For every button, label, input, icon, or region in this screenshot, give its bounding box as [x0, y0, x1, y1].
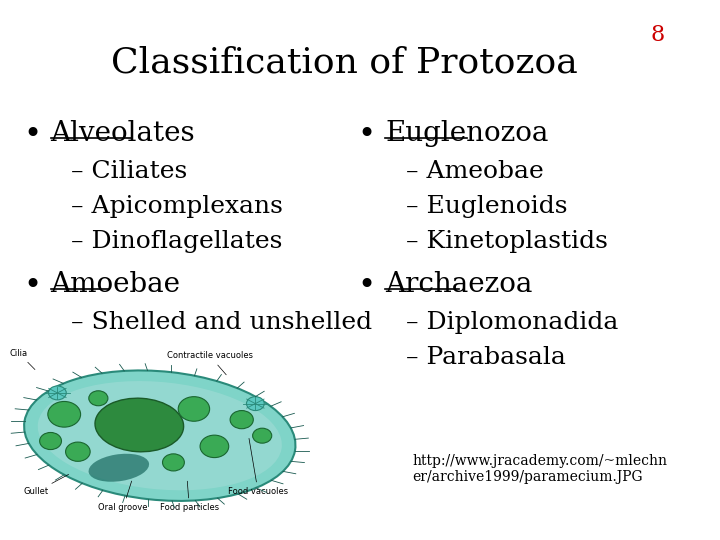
Text: •: •: [358, 120, 376, 151]
Text: http://www.jracademy.com/~mlechn
er/archive1999/paramecium.JPG: http://www.jracademy.com/~mlechn er/arch…: [413, 454, 667, 484]
Text: – Shelled and unshelled: – Shelled and unshelled: [71, 311, 372, 334]
Text: •: •: [23, 271, 41, 302]
Circle shape: [246, 397, 264, 410]
Text: Classification of Protozoa: Classification of Protozoa: [111, 45, 577, 79]
Text: – Apicomplexans: – Apicomplexans: [71, 195, 283, 218]
Text: Gullet: Gullet: [23, 475, 68, 496]
Text: Food particles: Food particles: [160, 481, 219, 512]
Text: •: •: [358, 271, 376, 302]
Text: – Dinoflagellates: – Dinoflagellates: [71, 230, 282, 253]
Text: 8: 8: [651, 24, 665, 46]
Text: Alveolates: Alveolates: [50, 120, 195, 147]
Text: Amoebae: Amoebae: [50, 271, 181, 298]
Circle shape: [89, 391, 108, 406]
Text: – Diplomonadida: – Diplomonadida: [405, 311, 618, 334]
Circle shape: [230, 410, 253, 429]
Circle shape: [163, 454, 184, 471]
Text: Archaezoa: Archaezoa: [385, 271, 532, 298]
Circle shape: [48, 386, 66, 400]
Text: Euglenozoa: Euglenozoa: [385, 120, 549, 147]
Text: Oral groove: Oral groove: [99, 481, 148, 512]
Text: •: •: [23, 120, 41, 151]
Text: Contractile vacuoles: Contractile vacuoles: [166, 351, 253, 375]
Circle shape: [179, 397, 210, 421]
Ellipse shape: [37, 381, 282, 490]
Text: Cilia: Cilia: [9, 348, 35, 369]
Ellipse shape: [89, 454, 149, 482]
Text: – Parabasala: – Parabasala: [405, 346, 565, 369]
Circle shape: [253, 428, 271, 443]
Circle shape: [48, 401, 81, 427]
Ellipse shape: [24, 370, 295, 501]
Circle shape: [66, 442, 90, 461]
Text: Food vacuoles: Food vacuoles: [228, 438, 288, 496]
Text: – Ciliates: – Ciliates: [71, 160, 187, 184]
Text: – Euglenoids: – Euglenoids: [405, 195, 567, 218]
Text: – Ameobae: – Ameobae: [405, 160, 544, 184]
Circle shape: [200, 435, 229, 457]
Text: – Kinetoplastids: – Kinetoplastids: [405, 230, 608, 253]
Circle shape: [40, 433, 61, 450]
Ellipse shape: [95, 398, 184, 452]
